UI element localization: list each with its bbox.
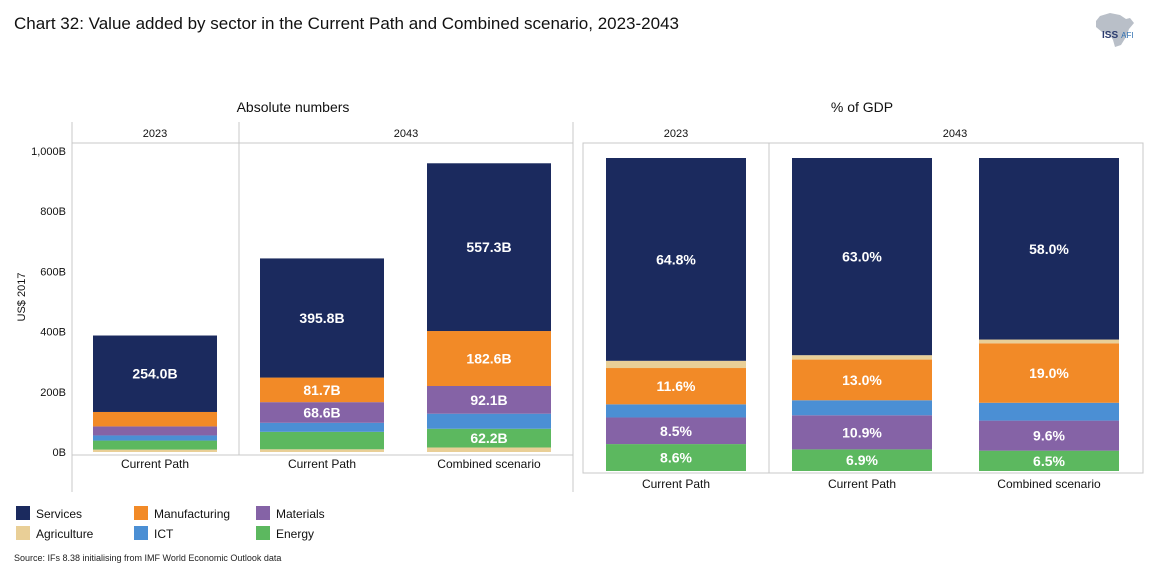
bar-segment-agriculture <box>260 449 384 452</box>
group-label: 2043 <box>394 128 418 140</box>
panel-title: Absolute numbers <box>237 99 350 115</box>
bar-segment-energy <box>979 450 1119 471</box>
bar-segment-services <box>93 335 217 412</box>
data-label: 19.0% <box>1029 365 1069 381</box>
bar-segment-services <box>606 158 746 361</box>
data-label: 6.9% <box>846 452 878 468</box>
legend-item-energy: Energy <box>256 526 314 541</box>
bar-segment-materials <box>979 420 1119 451</box>
data-label: 68.6B <box>303 404 340 420</box>
y-tick-label: 200B <box>40 387 66 399</box>
data-label: 8.6% <box>660 450 692 466</box>
data-label: 64.8% <box>656 251 696 267</box>
data-label: 62.2B <box>470 430 507 446</box>
y-tick-label: 600B <box>40 266 66 278</box>
bar-segment-materials <box>260 402 384 423</box>
legend-swatch <box>256 506 270 520</box>
bar-segment-materials <box>93 426 217 436</box>
chart-title: Chart 32: Value added by sector in the C… <box>14 14 679 33</box>
bar-segment-materials <box>427 385 551 414</box>
bar-segment-manufacturing <box>979 343 1119 403</box>
legend-item-agriculture: Agriculture <box>16 526 93 541</box>
y-axis-label: US$ 2017 <box>16 273 28 322</box>
category-label: Combined scenario <box>997 477 1101 491</box>
source-note: Source: IFs 8.38 initialising from IMF W… <box>14 553 282 563</box>
bar-segment-manufacturing <box>427 331 551 386</box>
bar-segment-agriculture <box>792 355 932 360</box>
bar-segment-energy <box>260 431 384 450</box>
y-tick-label: 0B <box>53 447 66 459</box>
legend-swatch <box>134 526 148 540</box>
category-label: Current Path <box>121 457 189 471</box>
data-label: 13.0% <box>842 372 882 388</box>
bar-segment-ict <box>427 413 551 429</box>
bar-segment-services <box>979 158 1119 340</box>
y-tick-label: 1,000B <box>31 146 66 158</box>
bar-segment-services <box>427 163 551 332</box>
iss-logo: ISS AFI <box>1102 30 1134 41</box>
bar-segment-ict <box>606 404 746 418</box>
legend-item-manufacturing: Manufacturing <box>134 506 230 521</box>
bar-segment-materials <box>606 417 746 445</box>
data-label: 92.1B <box>470 392 507 408</box>
data-label: 58.0% <box>1029 241 1069 257</box>
legend-swatch <box>134 506 148 520</box>
category-label: Current Path <box>288 457 356 471</box>
category-label: Current Path <box>828 477 896 491</box>
data-label: 9.6% <box>1033 428 1065 444</box>
bar-segment-energy <box>606 444 746 471</box>
data-label: 395.8B <box>299 310 344 326</box>
bar-segment-ict <box>93 435 217 441</box>
bar-segment-ict <box>260 422 384 432</box>
data-label: 81.7B <box>303 382 340 398</box>
legend-item-services: Services <box>16 506 82 521</box>
bar-segment-energy <box>792 449 932 471</box>
legend-swatch <box>16 506 30 520</box>
y-tick-label: 400B <box>40 327 66 339</box>
bar-segment-agriculture <box>979 339 1119 344</box>
bar-segment-materials <box>792 415 932 450</box>
bar-segment-manufacturing <box>606 368 746 405</box>
bar-segment-agriculture <box>427 447 551 452</box>
group-label: 2023 <box>664 128 688 140</box>
bar-segment-services <box>792 158 932 356</box>
legend-swatch <box>16 526 30 540</box>
data-label: 557.3B <box>466 239 511 255</box>
bar-segment-manufacturing <box>792 359 932 401</box>
legend-item-materials: Materials <box>256 506 325 521</box>
data-label: 182.6B <box>466 351 511 367</box>
bar-segment-services <box>260 258 384 378</box>
bar-segment-ict <box>979 402 1119 421</box>
data-label: 254.0B <box>132 366 177 382</box>
data-label: 11.6% <box>657 378 696 394</box>
panel-title: % of GDP <box>831 99 893 115</box>
category-label: Current Path <box>642 477 710 491</box>
bar-segment-energy <box>427 428 551 448</box>
data-label: 6.5% <box>1033 453 1065 469</box>
bar-segment-agriculture <box>93 449 217 452</box>
africa-map-icon <box>1096 13 1134 47</box>
category-label: Combined scenario <box>437 457 541 471</box>
group-label: 2023 <box>143 128 167 140</box>
bar-segment-ict <box>792 400 932 416</box>
y-tick-label: 800B <box>40 206 66 218</box>
bar-segment-manufacturing <box>93 411 217 427</box>
bar-segment-manufacturing <box>260 377 384 403</box>
legend-swatch <box>256 526 270 540</box>
data-label: 63.0% <box>842 249 882 265</box>
bar-segment-energy <box>93 440 217 450</box>
legend-item-ict: ICT <box>134 526 173 541</box>
group-label: 2043 <box>943 128 967 140</box>
bar-segment-agriculture <box>606 360 746 369</box>
data-label: 10.9% <box>842 424 882 440</box>
data-label: 8.5% <box>660 423 692 439</box>
